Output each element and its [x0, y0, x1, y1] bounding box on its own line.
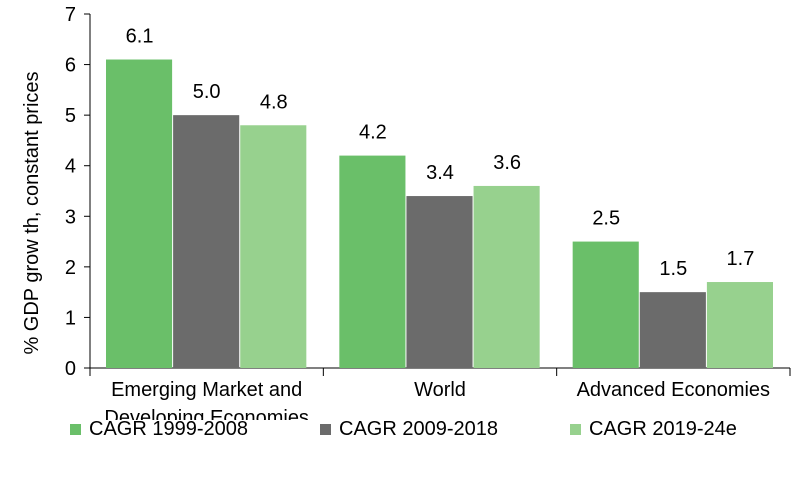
legend-item-series-1: CAGR 1999-2008 [70, 418, 320, 441]
value-label: 3.4 [426, 162, 454, 184]
bar-2-2 [406, 196, 473, 368]
legend-swatch-series-2 [320, 424, 331, 435]
bar-2-1 [173, 115, 240, 369]
y-tick-label: 6 [65, 55, 76, 77]
bar-3-2 [473, 185, 540, 368]
y-tick-label: 4 [65, 156, 76, 178]
value-label: 2.5 [592, 208, 620, 230]
y-tick-label: 1 [65, 307, 76, 329]
bar-3-1 [240, 125, 307, 368]
legend-label-series-2: CAGR 2009-2018 [339, 418, 498, 440]
y-tick-label: 5 [65, 105, 76, 127]
legend-swatch-series-1 [70, 424, 81, 435]
bar-3-3 [706, 282, 773, 368]
bar-1-2 [339, 155, 406, 368]
value-label: 4.2 [359, 122, 387, 144]
legend-label-series-1: CAGR 1999-2008 [89, 418, 248, 440]
legend-item-series-2: CAGR 2009-2018 [320, 418, 570, 441]
y-tick-label: 3 [65, 206, 76, 228]
y-axis-label-group: % GDP grow th, constant prices [21, 71, 43, 354]
bar-chart: % GDP grow th, constant prices 01234567 … [21, 4, 791, 420]
value-labels: 6.1 5.0 4.8 4.2 3.4 3.6 2.5 1.5 1.7 [126, 26, 755, 281]
category-label: Developing Economies [104, 407, 309, 420]
bar-1-3 [572, 241, 639, 368]
value-label: 3.6 [493, 152, 521, 174]
category-labels: Emerging Market and Developing Economies W… [104, 379, 770, 420]
value-label: 6.1 [126, 26, 154, 48]
bars [106, 59, 773, 369]
legend: CAGR 1999-2008 CAGR 2009-2018 CAGR 2019-… [70, 418, 770, 441]
value-label: 1.7 [727, 248, 755, 270]
category-label: World [414, 379, 466, 401]
legend-swatch-series-3 [570, 424, 581, 435]
y-tick-label: 0 [65, 358, 76, 380]
y-tick-label: 7 [65, 4, 76, 26]
legend-label-series-3: CAGR 2019-24e [589, 418, 737, 440]
bar-1-1 [106, 59, 173, 369]
bar-2-3 [639, 292, 706, 368]
y-axis-label: % GDP grow th, constant prices [21, 71, 43, 354]
value-label: 1.5 [659, 258, 687, 280]
legend-item-series-3: CAGR 2019-24e [570, 418, 770, 441]
value-label: 4.8 [260, 91, 288, 113]
category-label: Emerging Market and [111, 379, 302, 401]
category-label: Advanced Economies [577, 379, 770, 401]
value-label: 5.0 [193, 81, 221, 103]
y-tick-label: 2 [65, 257, 76, 279]
